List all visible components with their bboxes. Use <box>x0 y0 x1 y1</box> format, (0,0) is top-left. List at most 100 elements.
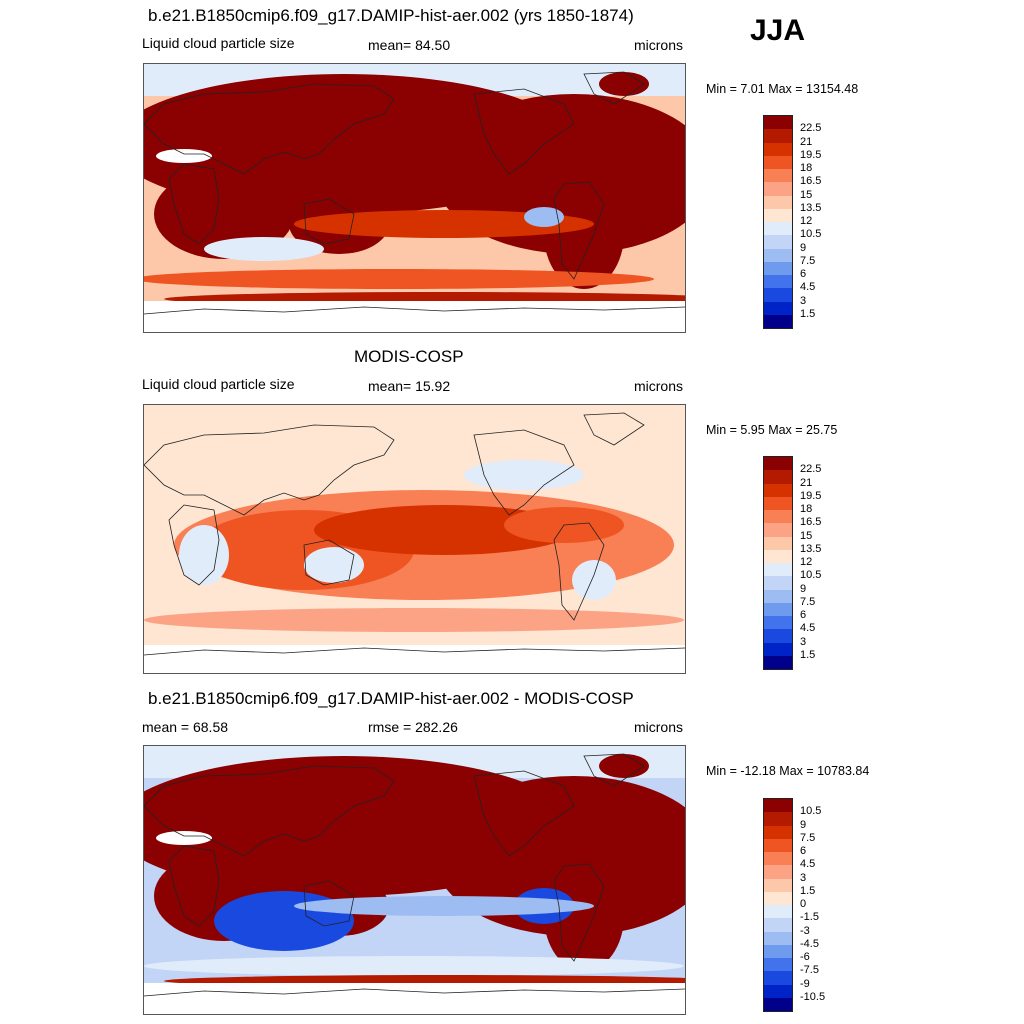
colorbar-swatch <box>764 182 792 196</box>
panel-2-variable-label: Liquid cloud particle size <box>142 376 295 392</box>
colorbar-tick-label: 15 <box>800 529 813 542</box>
colorbar-tick-label: 22.5 <box>800 463 822 476</box>
colorbar-tick-label: 21 <box>800 135 813 148</box>
colorbar-swatch <box>764 838 792 852</box>
colorbar-swatch <box>764 235 792 249</box>
map-contour-blob <box>544 861 624 971</box>
colorbar-swatch <box>764 602 792 616</box>
colorbar-swatch <box>764 195 792 209</box>
panel-3-colorbar <box>763 798 793 1012</box>
colorbar-tick-label: 13.5 <box>800 542 822 555</box>
map-polygon <box>583 412 645 446</box>
colorbar-swatch <box>764 536 792 550</box>
colorbar-tick-label: 9 <box>800 818 807 831</box>
panel-2-minmax: Min = 5.95 Max = 25.75 <box>706 423 838 437</box>
colorbar-tick-label: 4.5 <box>800 281 816 294</box>
colorbar-tick-label: 16.5 <box>800 175 822 188</box>
colorbar-swatch <box>764 301 792 315</box>
colorbar-swatch <box>764 655 792 669</box>
colorbar-tick-label: -6 <box>800 951 810 963</box>
colorbar-swatch <box>764 852 792 866</box>
colorbar-tick-label: 12 <box>800 215 813 227</box>
colorbar-swatch <box>764 483 792 497</box>
map-polygon <box>553 181 605 280</box>
map-contour-blob <box>144 269 654 289</box>
colorbar-swatch <box>764 878 792 892</box>
panel-3-map <box>143 745 686 1015</box>
colorbar-swatch <box>764 261 792 275</box>
colorbar-swatch <box>764 549 792 563</box>
colorbar-tick-label: 19.5 <box>800 148 822 161</box>
colorbar-swatch <box>764 155 792 169</box>
colorbar-tick-label: 16.5 <box>800 516 822 529</box>
map-contour-blob <box>524 207 564 227</box>
map-polygon <box>583 71 645 105</box>
colorbar-swatch <box>764 288 792 302</box>
map-svg <box>144 746 685 1014</box>
colorbar-swatch <box>764 510 792 524</box>
colorbar-tick-label: 1.5 <box>800 307 816 320</box>
colorbar-swatch <box>764 799 792 813</box>
colorbar-swatch <box>764 958 792 972</box>
colorbar-tick-label: 15 <box>800 188 813 201</box>
colorbar-swatch <box>764 589 792 603</box>
map-polygon <box>144 83 395 175</box>
map-polygon <box>303 539 355 586</box>
colorbar-tick-label: 3 <box>800 294 807 307</box>
panel-3-title: b.e21.B1850cmip6.f09_g17.DAMIP-hist-aer.… <box>148 689 634 708</box>
map-polygon <box>303 880 355 927</box>
colorbar-tick-label: 7.5 <box>800 595 816 608</box>
colorbar-swatch <box>764 470 792 484</box>
map-contour-blob <box>294 210 594 238</box>
colorbar-swatch <box>764 116 792 130</box>
colorbar-swatch <box>764 576 792 590</box>
map-polygon <box>553 522 605 621</box>
panel-1-title: b.e21.B1850cmip6.f09_g17.DAMIP-hist-aer.… <box>148 6 634 25</box>
colorbar-tick-label: -4.5 <box>800 937 819 950</box>
colorbar-tick-label: -3 <box>800 924 810 937</box>
map-polygon <box>303 198 355 245</box>
map-contour-blob <box>599 754 649 778</box>
colorbar-swatch <box>764 523 792 537</box>
antarctica-coastline <box>144 647 685 656</box>
panel-3-minmax: Min = -12.18 Max = 10783.84 <box>706 764 870 778</box>
colorbar-tick-label: 6 <box>800 609 807 621</box>
map-polygon <box>168 163 220 245</box>
map-band <box>144 301 685 332</box>
colorbar-tick-label: 6 <box>800 268 807 280</box>
colorbar-tick-label: 19.5 <box>800 489 822 502</box>
map-svg <box>144 64 685 332</box>
map-contour-blob <box>154 169 294 259</box>
colorbar-swatch <box>764 931 792 945</box>
map-polygon <box>583 753 645 787</box>
colorbar-tick-label: 1.5 <box>800 648 816 661</box>
panel-2-units-label: microns <box>634 378 684 394</box>
map-contour-blob <box>144 956 684 976</box>
colorbar-swatch <box>764 812 792 826</box>
colorbar-tick-label: -9 <box>800 977 810 990</box>
colorbar-tick-label: 7.5 <box>800 831 816 844</box>
map-polygon <box>168 845 220 927</box>
colorbar-swatch <box>764 222 792 236</box>
colorbar-tick-label: 10.5 <box>800 569 822 582</box>
map-contour-blob <box>599 72 649 96</box>
colorbar-swatch <box>764 457 792 471</box>
colorbar-tick-label: 10.5 <box>800 228 822 241</box>
map-polygon <box>553 863 605 962</box>
colorbar-tick-label: -7.5 <box>800 964 819 977</box>
colorbar-swatch <box>764 997 792 1011</box>
map-contour-blob <box>304 547 364 583</box>
map-band <box>144 983 685 1014</box>
colorbar-tick-label: 6 <box>800 845 807 857</box>
colorbar-tick-label: 0 <box>800 898 807 910</box>
map-contour-blob <box>179 525 229 585</box>
panel-1-colorbar <box>763 115 793 329</box>
colorbar-swatch <box>764 891 792 905</box>
colorbar-swatch <box>764 496 792 510</box>
colorbar-tick-label: 18 <box>800 162 813 174</box>
panel-1-minmax: Min = 7.01 Max = 13154.48 <box>706 82 859 96</box>
map-polygon <box>144 765 395 857</box>
panel-3-units-label: microns <box>634 719 684 735</box>
map-contour-blob <box>544 179 624 289</box>
panel-1-mean-label: mean= 84.50 <box>368 37 451 53</box>
